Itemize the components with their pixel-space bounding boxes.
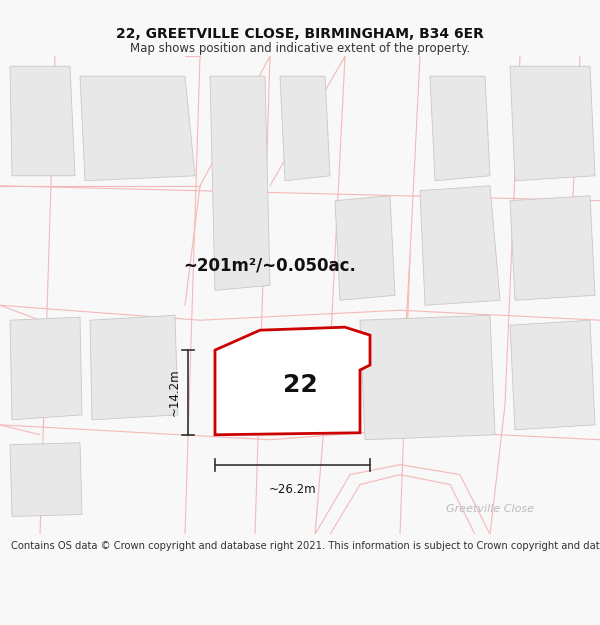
Text: ~14.2m: ~14.2m (167, 369, 181, 416)
Polygon shape (10, 442, 82, 516)
Text: Contains OS data © Crown copyright and database right 2021. This information is : Contains OS data © Crown copyright and d… (11, 541, 600, 551)
Polygon shape (90, 315, 178, 420)
Polygon shape (510, 196, 595, 300)
Polygon shape (510, 320, 595, 430)
Polygon shape (210, 76, 270, 291)
Text: ~201m²/~0.050ac.: ~201m²/~0.050ac. (184, 256, 356, 274)
Text: 22: 22 (283, 373, 317, 397)
Polygon shape (510, 66, 595, 181)
Text: Greetville Close: Greetville Close (446, 504, 534, 514)
Polygon shape (215, 328, 370, 435)
Polygon shape (10, 66, 75, 176)
Polygon shape (280, 76, 330, 181)
Polygon shape (80, 76, 195, 181)
Polygon shape (360, 315, 495, 440)
Polygon shape (335, 196, 395, 300)
Text: Map shows position and indicative extent of the property.: Map shows position and indicative extent… (130, 42, 470, 55)
Polygon shape (430, 76, 490, 181)
Text: 22, GREETVILLE CLOSE, BIRMINGHAM, B34 6ER: 22, GREETVILLE CLOSE, BIRMINGHAM, B34 6E… (116, 28, 484, 41)
Polygon shape (420, 186, 500, 305)
Polygon shape (10, 318, 82, 420)
Text: ~26.2m: ~26.2m (269, 482, 316, 496)
